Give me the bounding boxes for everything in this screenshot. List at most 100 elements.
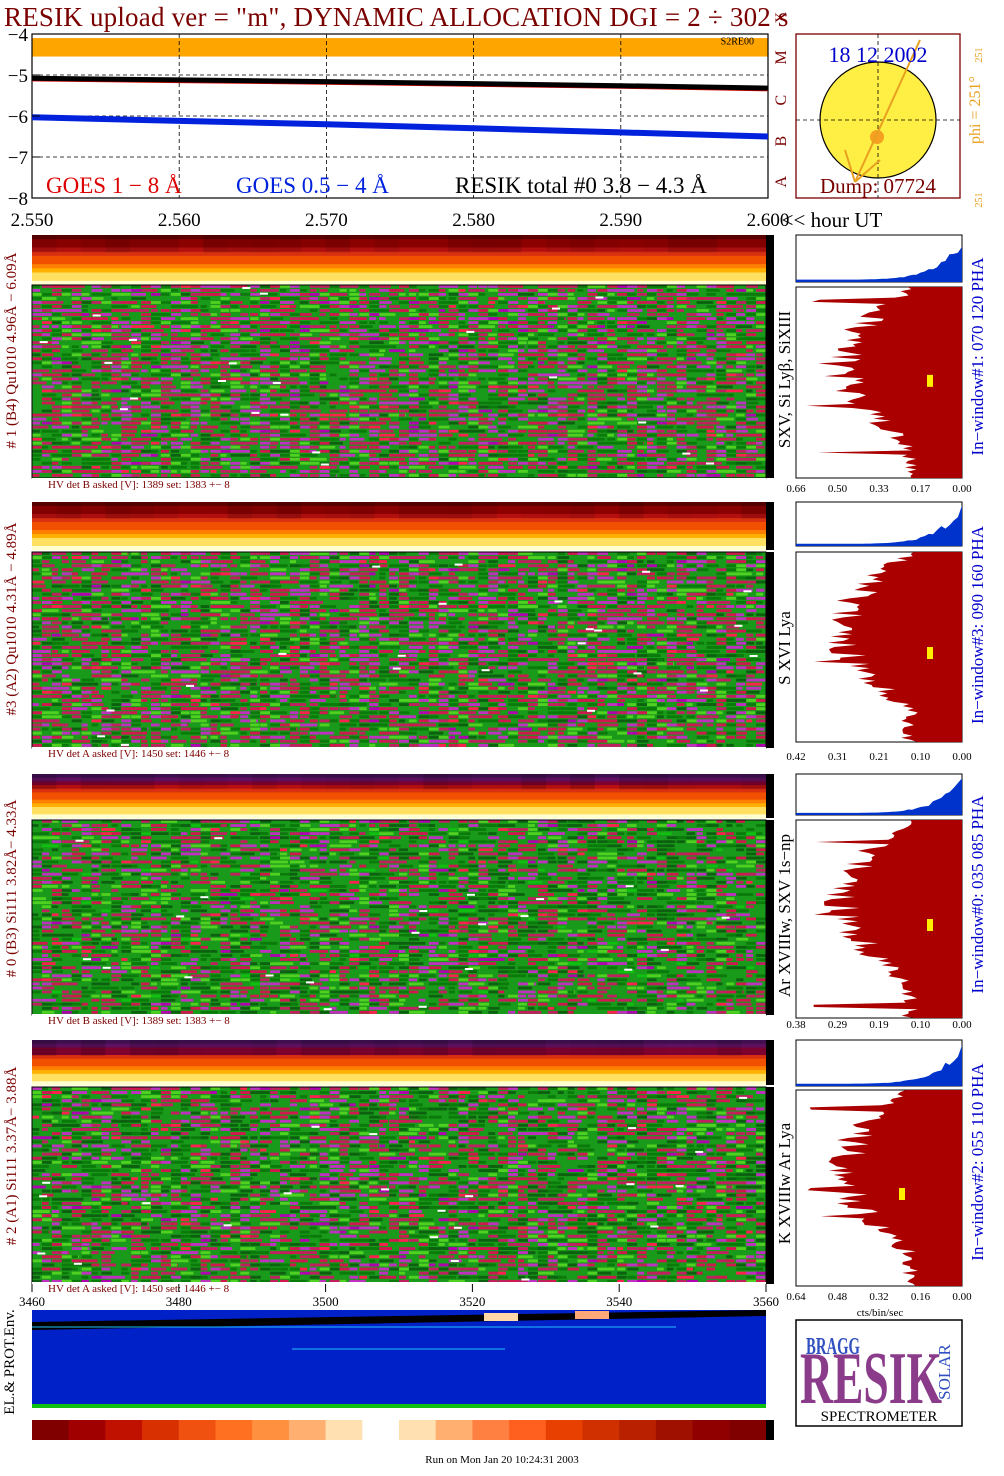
spectrogram-cell <box>101 325 119 328</box>
spectrogram-cell <box>51 361 63 365</box>
spectrogram-cell <box>250 470 267 473</box>
spectrogram-cell <box>557 401 567 405</box>
spectrogram-cell <box>369 674 387 678</box>
spectrogram-cell <box>190 337 201 341</box>
spectrogram-cell <box>111 409 126 413</box>
spectrogram-cell <box>71 381 82 385</box>
spectrogram-cell <box>260 401 277 405</box>
spectrogram-cell <box>508 341 521 345</box>
spectrogram-cell <box>736 613 744 617</box>
spectrogram-cell <box>696 393 707 397</box>
spectrogram-cell <box>518 325 535 328</box>
spectrogram-cell <box>339 433 351 437</box>
spectrogram-cell <box>527 401 546 405</box>
spectrogram-cell <box>518 592 526 596</box>
spectrogram-cell <box>289 437 302 441</box>
spectrogram-cell <box>637 670 652 674</box>
spectrogram-cell <box>557 337 568 341</box>
spectrogram-cell <box>498 433 512 437</box>
spectrogram-cell <box>676 560 691 564</box>
spectrogram-cell <box>577 596 591 600</box>
spectrogram-cell <box>230 337 239 341</box>
spectrogram-cell <box>637 353 649 357</box>
spectrogram-cell <box>210 433 225 437</box>
spectrogram-cell <box>71 349 83 353</box>
spectrogram-hot-pixel <box>638 421 647 424</box>
spectrogram-cell <box>736 650 753 653</box>
spectrogram-cell <box>666 465 679 469</box>
spectrogram-cell <box>557 625 565 629</box>
spectrogram-cell <box>151 658 162 662</box>
spectrogram-cell <box>101 633 109 637</box>
spectrogram-cell <box>746 433 762 437</box>
spectrogram-cell <box>716 576 734 580</box>
spectrogram-cell <box>349 409 359 413</box>
spectrogram-cell <box>349 285 359 288</box>
spectrogram-cell <box>329 588 346 592</box>
spectrogram-cell <box>309 325 326 328</box>
spectrogram-cell <box>250 457 262 461</box>
spectrogram-cell <box>666 441 680 445</box>
spectrogram-cell <box>716 633 726 637</box>
spectrogram-cell <box>111 413 127 417</box>
spectrogram-cell <box>557 588 576 592</box>
spectrogram-cell <box>537 666 553 670</box>
spectrogram-cell <box>51 605 67 608</box>
spectrogram-cell <box>170 596 186 600</box>
spectrogram-cell <box>726 596 743 600</box>
spectrogram-cell <box>597 405 612 409</box>
spectrogram-cell <box>428 345 436 349</box>
sun-track-line <box>854 39 921 183</box>
spectrogram-cell <box>141 421 158 425</box>
spectrogram-hot-pixel <box>128 338 137 341</box>
spectrogram-cell <box>518 341 527 345</box>
spectrogram-cell <box>230 285 248 288</box>
spectrogram-cell <box>557 361 565 365</box>
spectrogram-cell <box>637 301 654 304</box>
spectrogram-cell <box>627 637 645 641</box>
spectrogram-cell <box>399 650 413 653</box>
spectrogram-cell <box>220 309 229 312</box>
spectrogram-cell <box>41 325 50 328</box>
spectrogram-cell <box>220 457 232 461</box>
spectrogram-cell <box>51 377 64 381</box>
spectrogram-cell <box>180 341 197 345</box>
spectrogram-cell <box>627 385 636 389</box>
spectrogram-cell <box>111 461 127 465</box>
spectrogram-cell <box>289 417 301 421</box>
spectrogram-cell <box>716 365 723 369</box>
spectrogram-cell <box>200 293 218 296</box>
spectrogram-cell <box>329 474 336 477</box>
spectrogram-cell <box>508 650 519 653</box>
spectrogram-cell <box>686 617 704 621</box>
spectrogram-cell <box>160 345 175 349</box>
spectrogram-cell <box>438 474 456 477</box>
spectrogram-cell <box>498 285 513 288</box>
spectrogram-cell <box>666 556 678 559</box>
spectrogram-cell <box>706 297 724 300</box>
spectrogram-cell <box>726 584 735 588</box>
spectrogram-cell <box>706 641 722 645</box>
spectrogram-cell <box>399 564 410 568</box>
spectrogram-cell <box>260 293 278 296</box>
spectrogram-cell <box>151 580 167 584</box>
spectrogram-cell <box>577 645 585 649</box>
spectrogram-cell <box>210 465 223 469</box>
spectrogram-cell <box>51 650 59 653</box>
spectrogram-cell <box>656 385 666 389</box>
spectrogram-cell <box>260 313 269 316</box>
spectrogram-cell <box>666 293 684 296</box>
spectrogram-cell <box>190 353 209 357</box>
spectrum-strip-shade <box>350 235 374 253</box>
spectrogram-cell <box>71 601 83 604</box>
spectrogram-cell <box>309 601 323 604</box>
spectrogram-cell <box>111 437 118 441</box>
spectrogram-cell <box>637 397 648 401</box>
spectrogram-cell <box>438 449 455 453</box>
spectrogram-cell <box>746 389 753 393</box>
spectrogram-cell <box>289 588 305 592</box>
spectrogram-cell <box>547 345 566 349</box>
spectrogram-cell <box>617 405 627 409</box>
spectrogram-cell <box>696 377 712 381</box>
spectrogram-cell <box>399 445 416 449</box>
